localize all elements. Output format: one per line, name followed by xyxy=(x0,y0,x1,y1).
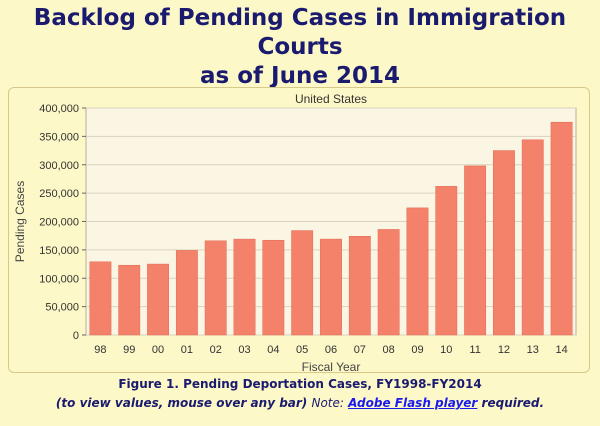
y-tick-label: 300,000 xyxy=(39,160,79,172)
y-tick-label: 250,000 xyxy=(39,188,79,200)
y-tick-label: 350,000 xyxy=(39,131,79,143)
title-line-1: Backlog of Pending Cases in Immigration … xyxy=(33,5,567,60)
x-tick-label: 14 xyxy=(555,344,567,356)
x-axis-label: Fiscal Year xyxy=(302,360,361,374)
x-tick-label: 98 xyxy=(94,344,106,356)
bar-fy08[interactable]: 08: 186,000 xyxy=(377,229,400,336)
instruction-text: (to view values, mouse over any bar) xyxy=(55,396,308,410)
x-tick-labels: 98 99 00 01 02 03 04 05 06 07 08 09 10 11 12 13 14 xyxy=(94,344,567,356)
bar-fy10[interactable]: 10: 262,000 xyxy=(435,186,458,336)
x-tick-label: 11 xyxy=(469,344,480,356)
x-tick-label: 06 xyxy=(325,344,337,356)
y-tick-label: 50,000 xyxy=(45,302,79,314)
bar-fy98[interactable]: 98: 129,000 xyxy=(89,261,112,336)
y-tick-labels: 0 50,000 100,000 150,000 200,000 250,000 300,0… xyxy=(39,103,86,342)
x-tick-label: 03 xyxy=(238,344,250,356)
y-tick-label: 0 xyxy=(73,330,79,342)
x-tick-label: 00 xyxy=(152,344,164,356)
x-tick-label: 09 xyxy=(411,344,423,356)
x-tick-label: 01 xyxy=(181,344,193,356)
x-tick-label: 08 xyxy=(383,344,395,356)
y-tick-label: 200,000 xyxy=(39,217,79,229)
bar-fy06[interactable]: 06: 169,000 xyxy=(320,238,342,336)
x-tick-label: 12 xyxy=(498,344,510,356)
bar-fy09[interactable]: 09: 224,000 xyxy=(406,207,429,336)
x-tick-label: 10 xyxy=(440,344,452,356)
title-line-2: as of June 2014 xyxy=(200,63,400,89)
x-tick-label: 04 xyxy=(267,344,279,356)
x-tick-label: 05 xyxy=(296,344,308,356)
adobe-flash-link[interactable]: Adobe Flash player xyxy=(348,396,478,410)
bar-fy99[interactable]: 99: 123,000 xyxy=(118,264,141,336)
y-tick-label: 150,000 xyxy=(39,245,79,257)
figure-caption: Figure 1. Pending Deportation Cases, FY1… xyxy=(118,377,482,391)
bars: 98: 129,000 99: 123,000 00: 125,000 01: 149… xyxy=(89,121,573,336)
bar-fy11[interactable]: 11: 298,000 xyxy=(464,165,487,336)
x-tick-label: 07 xyxy=(354,344,366,356)
x-tick-label: 02 xyxy=(210,344,222,356)
bar-fy05[interactable]: 05: 184,000 xyxy=(291,230,314,336)
x-tick-label: 99 xyxy=(123,344,135,356)
bar-fy04[interactable]: 04: 167,000 xyxy=(262,239,285,336)
y-tick-label: 100,000 xyxy=(39,273,79,285)
bar-fy01[interactable]: 01: 149,000 xyxy=(175,250,198,336)
bar-fy14[interactable]: 14: 375,000 xyxy=(550,121,573,336)
caption-instruction: (to view values, mouse over any bar) Not… xyxy=(0,395,600,412)
bar-fy02[interactable]: 02: 166,000 xyxy=(204,240,227,336)
bar-fy13[interactable]: 13: 344,000 xyxy=(521,139,544,336)
bar-fy07[interactable]: 07: 174,000 xyxy=(348,236,371,336)
x-tick-label: 13 xyxy=(527,344,539,356)
required-text: required. xyxy=(481,396,545,410)
y-tick-label: 400,000 xyxy=(39,103,79,115)
y-axis-label: Pending Cases xyxy=(13,181,27,262)
bar-fy12[interactable]: 12: 325,000 xyxy=(493,150,515,336)
chart-title: United States xyxy=(295,92,367,106)
note-label: Note: xyxy=(311,396,344,410)
bar-fy03[interactable]: 03: 169,000 xyxy=(233,238,256,336)
page-title: Backlog of Pending Cases in Immigration … xyxy=(0,4,600,91)
bar-fy00[interactable]: 00: 125,000 xyxy=(147,263,169,336)
